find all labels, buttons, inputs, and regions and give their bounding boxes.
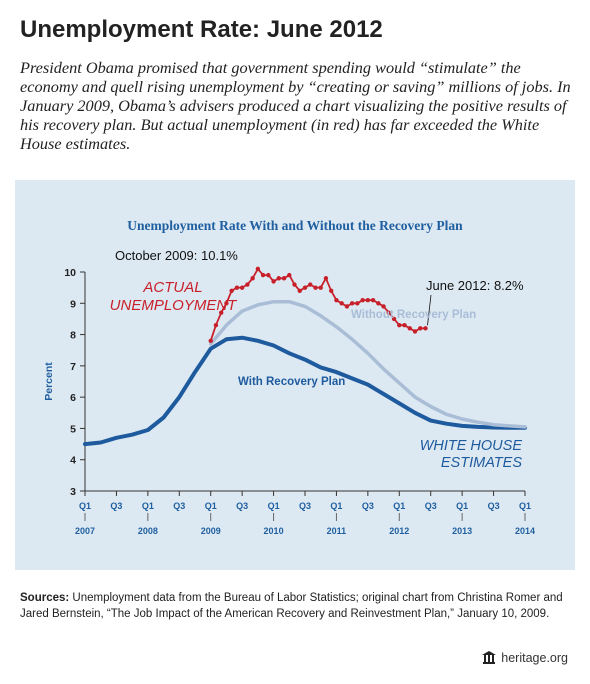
x-quarter-label: Q1 — [268, 501, 280, 511]
x-year-label: 2010 — [264, 526, 284, 536]
actual-data-point — [292, 282, 297, 287]
actual-data-point — [349, 301, 355, 306]
actual-data-point — [276, 276, 281, 281]
actual-data-point — [213, 322, 219, 328]
actual-data-point — [402, 322, 407, 328]
x-quarter-label: Q3 — [236, 501, 248, 511]
actual-data-point — [297, 288, 302, 293]
actual-data-point — [308, 282, 313, 287]
x-year-label: 2014 — [515, 526, 535, 536]
y-tick-label: 7 — [70, 361, 76, 373]
actual-data-point — [229, 288, 234, 293]
actual-data-point — [302, 285, 308, 290]
x-year-label: 2007 — [75, 526, 95, 536]
y-axis-label: Percent — [43, 362, 55, 401]
actual-data-point — [208, 338, 213, 344]
actual-data-point — [397, 322, 402, 328]
x-quarter-label: Q1 — [393, 501, 405, 511]
peak-label: October 2009: 10.1% — [115, 248, 238, 263]
series-line-without-recovery-plan — [208, 299, 527, 429]
y-tick-label: 6 — [70, 392, 76, 404]
actual-data-point — [386, 310, 391, 315]
sources-text: Unemployment data from the Bureau of Lab… — [20, 592, 563, 620]
actual-data-point — [391, 316, 397, 322]
without-plan-label: Without Recovery Plan — [351, 309, 476, 321]
actual-data-point — [245, 282, 250, 287]
white-house-label-2: ESTIMATES — [441, 455, 522, 471]
actual-data-point — [407, 326, 412, 331]
x-quarter-label: Q3 — [488, 501, 500, 511]
series-line-actual-unemployment — [209, 268, 427, 342]
actual-data-point — [334, 297, 339, 303]
y-tick-label: 8 — [70, 330, 76, 342]
unemployment-chart: Unemployment Rate With and Without the R… — [43, 218, 535, 536]
actual-data-point — [412, 329, 418, 334]
chart-title: Unemployment Rate With and Without the R… — [127, 218, 463, 233]
x-year-label: 2012 — [389, 526, 409, 536]
actual-data-point — [360, 297, 365, 303]
chart-panel: Unemployment Rate With and Without the R… — [15, 180, 575, 570]
actual-data-point — [239, 285, 245, 290]
x-quarter-label: Q1 — [456, 501, 468, 511]
actual-data-point — [339, 301, 344, 306]
y-tick-label: 4 — [70, 455, 76, 467]
actual-data-point — [323, 276, 329, 281]
actual-unemployment-label-1: ACTUAL — [142, 279, 202, 296]
actual-data-point — [271, 279, 276, 284]
footer: heritage.org — [482, 651, 568, 665]
x-quarter-label: Q3 — [299, 501, 311, 511]
actual-data-point — [418, 326, 423, 331]
x-quarter-label: Q1 — [519, 501, 531, 511]
actual-data-point — [287, 272, 292, 278]
footer-site[interactable]: heritage.org — [501, 651, 568, 665]
series-line-with-recovery-plan — [83, 335, 527, 447]
x-year-label: 2013 — [452, 526, 472, 536]
x-quarter-label: Q1 — [79, 501, 91, 511]
sources-note: Sources: Unemployment data from the Bure… — [20, 590, 575, 622]
x-quarter-label: Q3 — [173, 501, 185, 511]
x-year-label: 2008 — [138, 526, 158, 536]
actual-data-point — [344, 304, 350, 309]
actual-data-point — [355, 301, 360, 306]
x-quarter-label: Q1 — [142, 501, 154, 511]
x-quarter-label: Q1 — [330, 501, 342, 511]
actual-data-point — [266, 272, 271, 278]
x-quarter-label: Q3 — [110, 501, 122, 511]
x-quarter-label: Q3 — [362, 501, 374, 511]
actual-data-point — [234, 285, 240, 290]
y-tick-label: 5 — [70, 423, 76, 435]
intro-paragraph: President Obama promised that government… — [20, 58, 571, 153]
y-tick-label: 9 — [70, 298, 76, 310]
actual-data-point — [250, 276, 255, 281]
y-tick-label: 3 — [70, 486, 76, 498]
actual-data-point — [224, 301, 229, 306]
latest-leader-line — [427, 294, 432, 326]
actual-data-point — [381, 304, 386, 309]
actual-data-point — [281, 276, 287, 281]
white-house-label-1: WHITE HOUSE — [420, 438, 523, 454]
actual-data-point — [370, 297, 376, 303]
sources-label: Sources: — [20, 592, 70, 604]
actual-unemployment-label-2: UNEMPLOYMENT — [110, 297, 239, 314]
y-tick-label: 10 — [64, 267, 76, 279]
actual-data-point — [376, 301, 381, 306]
x-year-label: 2009 — [201, 526, 221, 536]
actual-data-point — [423, 326, 428, 331]
latest-label: June 2012: 8.2% — [426, 278, 524, 293]
actual-data-point — [313, 285, 318, 290]
actual-data-point — [260, 272, 266, 278]
actual-data-point — [365, 297, 371, 303]
x-quarter-label: Q1 — [205, 501, 217, 511]
page-title: Unemployment Rate: June 2012 — [20, 16, 383, 43]
actual-data-point — [329, 288, 334, 293]
actual-data-point — [219, 310, 224, 315]
x-quarter-label: Q3 — [425, 501, 437, 511]
actual-data-point — [255, 266, 261, 272]
with-plan-label: With Recovery Plan — [238, 376, 345, 388]
x-year-label: 2011 — [327, 526, 347, 536]
bell-icon — [482, 651, 497, 664]
actual-data-point — [318, 285, 323, 290]
